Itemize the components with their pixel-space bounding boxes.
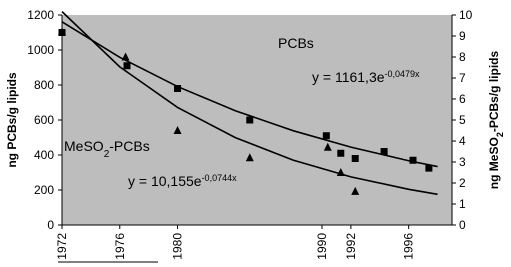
y2-tick-label: 9 xyxy=(459,29,466,43)
square-marker xyxy=(380,148,388,155)
trend-line xyxy=(61,11,438,196)
triangle-marker xyxy=(351,186,360,195)
y2-tick-label: 4 xyxy=(459,134,466,148)
y2-tick-label: 1 xyxy=(459,197,466,211)
y2-axis-title-part: -PCBs/g lipids xyxy=(487,50,501,132)
triangle-marker xyxy=(323,142,332,151)
triangle-marker xyxy=(173,126,182,134)
y2-tick-label: 2 xyxy=(459,176,466,190)
x-tick-label: 1996 xyxy=(402,233,416,260)
annotation: y = 1161,3e-0,0479x xyxy=(312,69,420,85)
triangle-marker xyxy=(58,27,66,36)
annotation-part: -0,0744x xyxy=(202,173,238,183)
annotation-part: -0,0479x xyxy=(385,69,421,79)
x-tick-label: 1972 xyxy=(55,233,69,260)
y-tick-label: 600 xyxy=(34,113,54,127)
x-tick-label: 1992 xyxy=(344,233,358,260)
annotation: y = 10,155e-0,0744x xyxy=(128,173,237,189)
y-tick-label: 200 xyxy=(34,183,54,197)
annotation: MeSO2-PCBs xyxy=(64,138,150,160)
square-marker xyxy=(409,156,417,164)
y2-axis-title-part: 2 xyxy=(495,132,505,137)
y2-axis-title: ng MeSO2-PCBs/g lipids xyxy=(487,50,505,189)
y-tick-label: 0 xyxy=(47,218,54,232)
y-tick-label: 1000 xyxy=(27,43,54,57)
y2-axis-title-part: ng MeSO xyxy=(487,137,501,189)
square-marker xyxy=(322,132,330,140)
y2-tick-label: 10 xyxy=(459,8,473,22)
x-tick-label: 1976 xyxy=(113,233,127,260)
y-axis-title: ng PCBs/g lipids xyxy=(5,72,19,168)
annotation-part: MeSO xyxy=(64,138,104,154)
square-marker xyxy=(246,116,254,124)
annotation-part: y = 10,155e xyxy=(128,173,202,189)
annotation: PCBs xyxy=(278,35,314,51)
plot-area xyxy=(62,15,452,225)
y2-tick-label: 8 xyxy=(459,50,466,64)
y2-tick-label: 7 xyxy=(459,71,466,85)
x-tick-label: 1990 xyxy=(315,233,329,260)
square-marker xyxy=(174,85,182,92)
square-marker xyxy=(425,164,433,172)
y-tick-label: 400 xyxy=(34,148,54,162)
annotation-part: PCBs xyxy=(278,35,314,51)
triangle-marker xyxy=(245,153,254,162)
y2-tick-label: 0 xyxy=(459,218,466,232)
square-marker xyxy=(351,155,359,162)
y2-tick-label: 3 xyxy=(459,155,466,169)
y-tick-label: 1200 xyxy=(27,8,54,22)
x-tick-label: 1980 xyxy=(171,233,185,260)
square-marker xyxy=(337,149,345,157)
y2-tick-label: 5 xyxy=(459,113,466,127)
square-marker xyxy=(123,62,131,70)
y2-tick-label: 6 xyxy=(459,92,466,106)
trend-line xyxy=(61,21,438,168)
annotation-part: 2 xyxy=(104,149,110,160)
y-tick-label: 800 xyxy=(34,78,54,92)
annotation-part: -PCBs xyxy=(109,138,149,154)
annotation-part: y = 1161,3e xyxy=(312,69,385,85)
